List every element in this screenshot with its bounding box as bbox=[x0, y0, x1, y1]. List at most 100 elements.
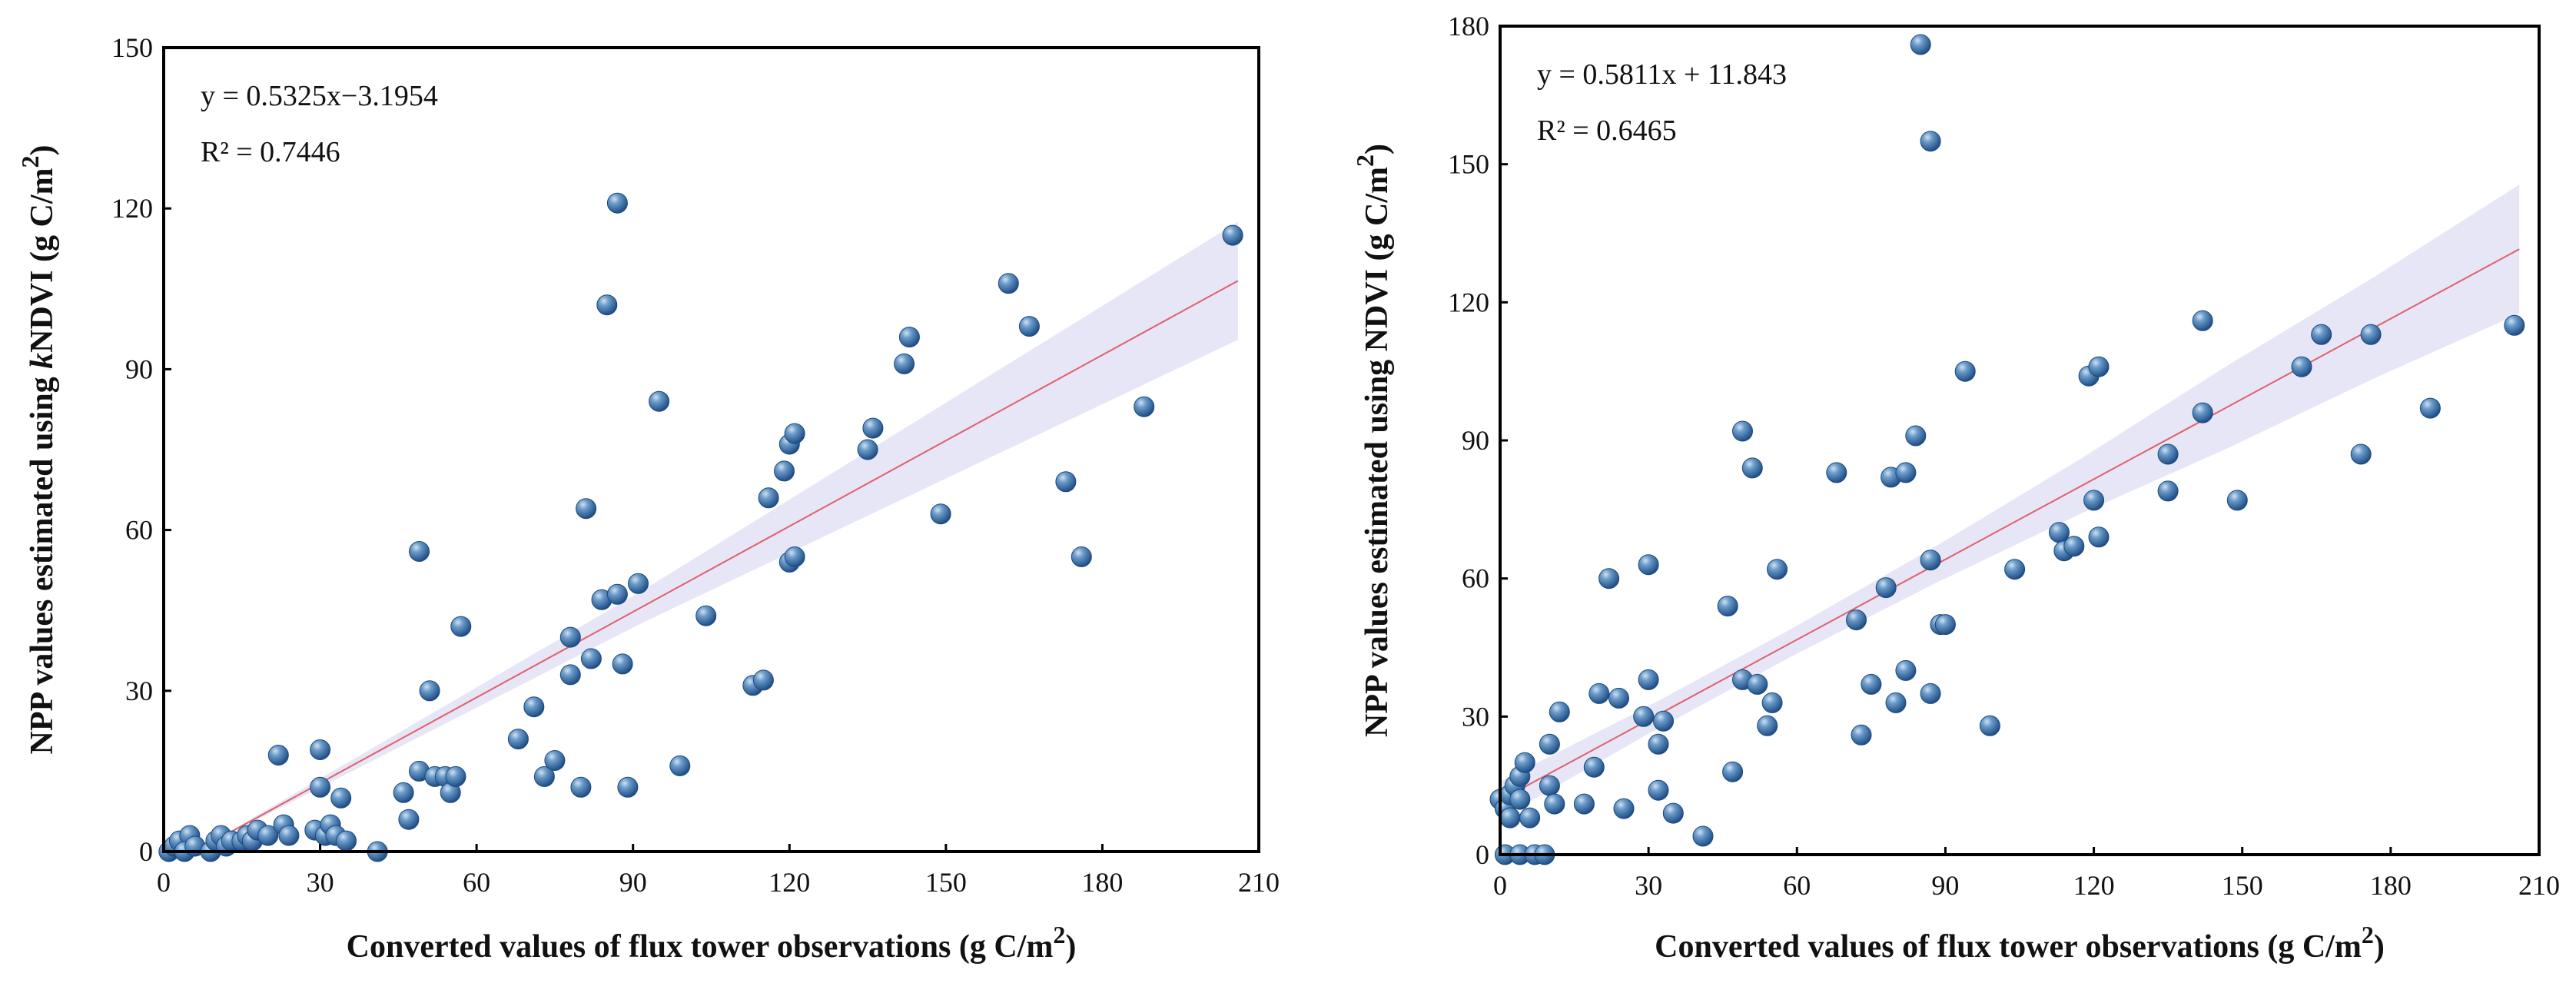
left-data-point bbox=[758, 487, 779, 509]
left-x-ticks: 0 30 60 90 120 150 180 210 bbox=[157, 844, 1280, 898]
right-data-point bbox=[2157, 443, 2179, 465]
right-r-squared: R² = 0.6465 bbox=[1537, 115, 1677, 147]
left-data-point bbox=[612, 653, 633, 675]
y-tick-label: 150 bbox=[111, 32, 153, 63]
y-tick-label: 60 bbox=[1462, 563, 1489, 594]
x-tick-label: 180 bbox=[1081, 867, 1123, 898]
y-tick-label: 150 bbox=[1448, 149, 1489, 180]
x-tick-label: 180 bbox=[2370, 870, 2412, 901]
right-data-point bbox=[1544, 793, 1565, 815]
left-data-point bbox=[278, 825, 300, 846]
left-y-axis-label: NPP values estimated using kNDVI (g C/m2… bbox=[16, 145, 60, 755]
right-data-point bbox=[2004, 559, 2026, 580]
left-data-point bbox=[857, 439, 878, 460]
right-data-point bbox=[1583, 756, 1605, 778]
x-tick-label: 210 bbox=[1238, 867, 1280, 898]
right-data-point bbox=[1598, 568, 1620, 589]
left-confidence-band bbox=[194, 221, 1238, 852]
x-tick-label: 30 bbox=[1635, 870, 1662, 901]
right-data-point bbox=[2360, 324, 2382, 345]
right-data-point bbox=[1662, 802, 1684, 824]
x-tick-label: 90 bbox=[1931, 870, 1959, 901]
right-data-point bbox=[2192, 310, 2213, 331]
y-tick-label: 90 bbox=[125, 354, 153, 384]
right-data-point bbox=[1638, 554, 1659, 576]
right-data-point bbox=[1920, 550, 1941, 571]
right-data-point bbox=[1519, 807, 1541, 829]
left-data-point bbox=[533, 765, 555, 787]
right-y-axis-label-end: ) bbox=[1359, 144, 1395, 154]
left-chart-panel: 0 30 60 90 120 150 180 210 0 30 60 90 120 150 y = 0.… bbox=[16, 32, 1280, 965]
left-data-point bbox=[450, 616, 472, 637]
right-data-point bbox=[1920, 131, 1941, 152]
left-x-axis-label-sup: 2 bbox=[1053, 921, 1065, 948]
left-data-point bbox=[649, 390, 670, 412]
right-data-point bbox=[1539, 733, 1560, 755]
right-data-point bbox=[2157, 480, 2179, 502]
right-data-point bbox=[1499, 807, 1521, 829]
left-data-point bbox=[1222, 224, 1243, 246]
left-data-point bbox=[257, 825, 279, 846]
right-data-point bbox=[1692, 825, 1714, 847]
right-data-point bbox=[1861, 673, 1882, 695]
left-plot-frame bbox=[162, 46, 1260, 853]
right-data-point bbox=[1875, 577, 1897, 599]
left-data-point bbox=[930, 503, 951, 525]
right-data-point bbox=[2311, 324, 2332, 345]
y-tick-label: 0 bbox=[1476, 839, 1489, 870]
right-data-point bbox=[1732, 420, 1753, 442]
left-data-point bbox=[596, 294, 618, 316]
left-data-point bbox=[669, 755, 691, 776]
left-data-point bbox=[998, 273, 1019, 294]
left-y-axis-label-sup: 2 bbox=[16, 156, 44, 168]
left-data-point bbox=[559, 664, 581, 686]
left-data-point bbox=[1018, 316, 1040, 337]
right-y-axis-label-sup: 2 bbox=[1351, 154, 1379, 167]
right-data-point bbox=[1895, 462, 1917, 483]
right-data-point bbox=[1885, 692, 1907, 713]
right-data-point bbox=[2419, 397, 2441, 419]
right-data-point bbox=[1608, 687, 1629, 709]
right-data-point bbox=[1905, 425, 1927, 447]
left-data-point bbox=[336, 830, 357, 852]
y-tick-label: 90 bbox=[1462, 425, 1489, 456]
right-data-point bbox=[1895, 659, 1917, 681]
left-data-point bbox=[862, 417, 884, 439]
right-data-point bbox=[1588, 682, 1610, 704]
right-data-points bbox=[1489, 34, 2525, 865]
right-confidence-band bbox=[1500, 184, 2520, 819]
left-regression-equation: y = 0.5325x−3.1954 bbox=[201, 80, 438, 112]
right-x-axis-label-main: Converted values of flux tower observati… bbox=[1655, 929, 2362, 965]
left-data-point bbox=[507, 729, 529, 750]
right-data-point bbox=[1954, 360, 1976, 382]
y-tick-label: 30 bbox=[125, 676, 153, 706]
right-y-ticks: 0 30 60 90 120 150 180 bbox=[1448, 11, 1508, 870]
left-regression-line bbox=[194, 280, 1239, 852]
right-x-ticks: 0 30 60 90 120 150 180 210 bbox=[1493, 847, 2560, 901]
left-r-squared: R² = 0.7446 bbox=[201, 136, 340, 168]
x-tick-label: 0 bbox=[1493, 870, 1507, 901]
right-x-axis-label-sup: 2 bbox=[2362, 921, 2374, 948]
left-data-point bbox=[1071, 546, 1092, 567]
left-data-point bbox=[398, 809, 420, 830]
right-data-point bbox=[2350, 443, 2372, 465]
right-data-point bbox=[1757, 715, 1778, 736]
left-x-axis-label-end: ) bbox=[1065, 929, 1076, 965]
right-data-point bbox=[1648, 733, 1669, 755]
left-data-point bbox=[570, 776, 592, 798]
left-data-point bbox=[752, 669, 774, 691]
right-data-point bbox=[1761, 692, 1783, 713]
left-data-point bbox=[310, 776, 331, 798]
right-data-point bbox=[1633, 706, 1655, 727]
right-data-point bbox=[2504, 314, 2525, 336]
x-tick-label: 30 bbox=[307, 867, 334, 898]
right-data-point bbox=[1653, 710, 1674, 732]
right-data-point bbox=[1747, 673, 1768, 695]
left-x-axis-label-main: Converted values of flux tower observati… bbox=[347, 929, 1054, 965]
right-data-point bbox=[1613, 798, 1635, 819]
left-data-point bbox=[617, 776, 639, 798]
left-data-point bbox=[695, 605, 717, 626]
right-data-point bbox=[1979, 715, 2000, 736]
y-tick-label: 180 bbox=[1448, 11, 1489, 42]
